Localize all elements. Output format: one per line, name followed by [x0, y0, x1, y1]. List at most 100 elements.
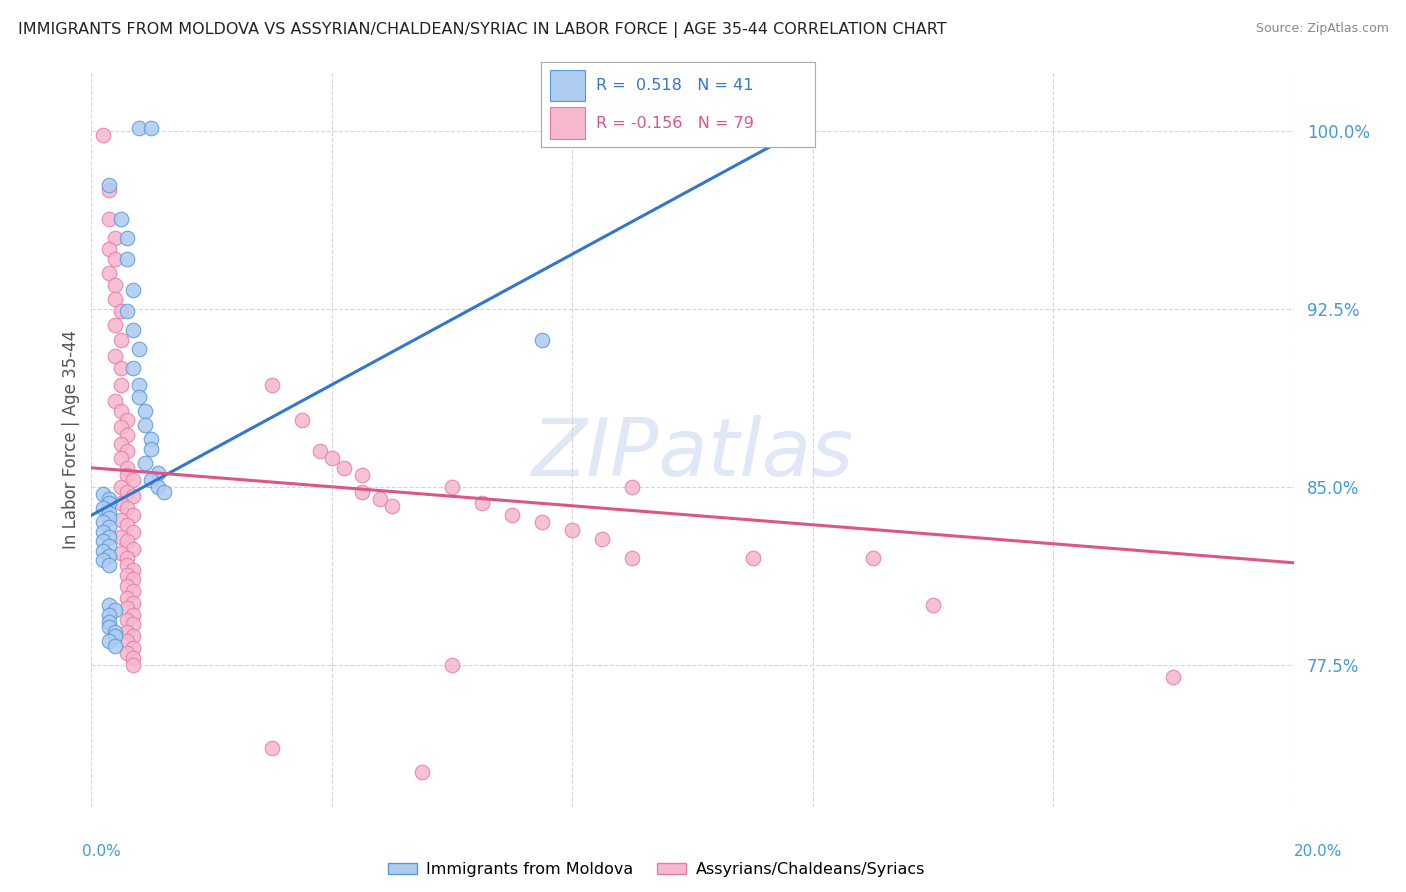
Point [128, 377, 150, 392]
Point [146, 466, 169, 480]
Point [561, 523, 583, 537]
Point [110, 420, 132, 434]
Point [98, 607, 121, 622]
Point [117, 467, 139, 482]
Point [862, 551, 884, 566]
Point [141, 432, 163, 446]
Point [117, 484, 139, 499]
Point [117, 646, 139, 660]
Point [122, 584, 145, 599]
Point [110, 546, 132, 560]
Point [501, 508, 523, 523]
Point [128, 342, 150, 356]
Point [122, 541, 145, 556]
Point [260, 377, 283, 392]
Point [98, 510, 121, 524]
Point [134, 456, 156, 470]
Point [621, 551, 644, 566]
Point [98, 183, 121, 197]
Point [122, 629, 145, 643]
Point [93, 553, 115, 567]
Point [104, 252, 127, 266]
Point [350, 484, 373, 499]
Point [117, 567, 139, 582]
Point [531, 516, 554, 530]
Point [104, 318, 127, 333]
Point [122, 657, 145, 672]
Point [98, 558, 121, 573]
Point [922, 599, 945, 613]
Point [122, 650, 145, 665]
Point [117, 591, 139, 606]
Point [621, 480, 644, 494]
Point [98, 620, 121, 634]
Point [104, 278, 127, 293]
Point [104, 639, 127, 653]
Point [128, 390, 150, 404]
Text: ZIPatlas: ZIPatlas [531, 415, 853, 493]
Point [98, 599, 121, 613]
Point [93, 487, 115, 501]
Point [291, 413, 314, 427]
Point [104, 624, 127, 639]
Bar [550, 107, 585, 139]
Point [110, 480, 132, 494]
Point [122, 508, 145, 523]
Point [98, 491, 121, 506]
Point [117, 551, 139, 566]
Point [117, 252, 139, 266]
Bar [550, 70, 585, 102]
Point [440, 657, 463, 672]
Point [141, 442, 163, 456]
Point [110, 404, 132, 418]
Point [122, 323, 145, 337]
Point [1161, 670, 1184, 684]
Point [152, 484, 174, 499]
Point [110, 437, 132, 451]
Point [93, 544, 115, 558]
Y-axis label: In Labor Force | Age 35-44: In Labor Force | Age 35-44 [62, 330, 80, 549]
Point [122, 607, 145, 622]
Point [117, 413, 139, 427]
Text: 0.0%: 0.0% [82, 845, 121, 859]
Point [333, 460, 356, 475]
Point [117, 427, 139, 442]
Point [110, 304, 132, 318]
Point [117, 579, 139, 593]
Point [368, 491, 391, 506]
Point [104, 292, 127, 306]
Point [122, 573, 145, 587]
Point [98, 634, 121, 648]
Point [122, 524, 145, 539]
Point [93, 501, 115, 516]
Point [110, 211, 132, 226]
Point [117, 600, 139, 615]
Point [93, 534, 115, 549]
Point [110, 496, 132, 510]
Point [117, 613, 139, 627]
Point [146, 480, 169, 494]
Point [117, 304, 139, 318]
Point [122, 361, 145, 376]
Point [98, 243, 121, 257]
Point [117, 634, 139, 648]
Text: R =  0.518   N = 41: R = 0.518 N = 41 [596, 78, 754, 94]
Point [122, 617, 145, 632]
Point [98, 506, 121, 520]
Point [122, 563, 145, 577]
Point [141, 121, 163, 136]
Point [531, 333, 554, 347]
Point [104, 394, 127, 409]
Point [98, 496, 121, 510]
Point [110, 361, 132, 376]
Point [471, 496, 494, 510]
Point [117, 501, 139, 516]
Point [98, 530, 121, 544]
Point [93, 524, 115, 539]
Point [117, 534, 139, 549]
Point [104, 603, 127, 617]
Point [117, 444, 139, 458]
Point [110, 333, 132, 347]
Point [122, 641, 145, 656]
Point [110, 451, 132, 466]
